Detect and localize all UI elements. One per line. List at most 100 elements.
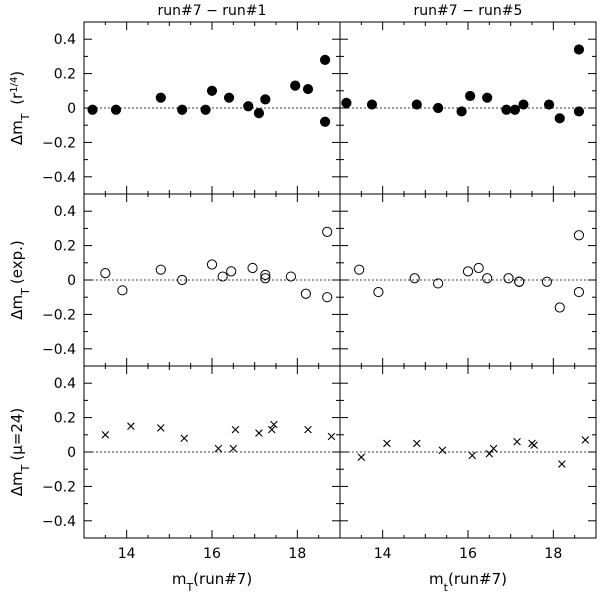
data-point-r1-c1-7 — [503, 273, 514, 284]
data-point-r2-c0-5 — [229, 444, 238, 453]
data-point-r0-c1-7 — [501, 104, 512, 115]
data-point-r2-c1-2 — [413, 439, 421, 448]
data-point-r0-c0-0 — [87, 104, 98, 115]
data-point-r0-c0-6 — [223, 92, 235, 103]
row-ylabel-3: ΔmT(μ=24) — [8, 408, 32, 497]
data-point-r2-c0-3 — [180, 434, 189, 443]
data-point-r1-c1-9 — [514, 276, 525, 287]
data-point-r1-c1-6 — [482, 273, 493, 284]
data-point-r1-c0-8 — [260, 273, 271, 284]
y-tick-label: −0.4 — [42, 514, 76, 530]
y-tick-label: 0 — [67, 445, 76, 461]
data-point-r1-c0-1 — [117, 285, 128, 296]
data-point-r2-c0-11 — [327, 432, 336, 441]
y-tick-label: −0.4 — [42, 342, 76, 358]
data-point-r1-c0-7 — [247, 262, 258, 274]
data-point-r0-c1-11 — [554, 113, 565, 124]
x-tick-label: 18 — [288, 546, 306, 562]
data-point-r2-c0-0 — [101, 431, 110, 439]
y-tick-label: 0.2 — [54, 411, 76, 427]
data-point-r0-c0-11 — [302, 83, 314, 95]
data-point-r2-c1-11 — [581, 436, 590, 444]
x-tick-label: 16 — [459, 546, 477, 562]
data-point-r0-c1-6 — [482, 92, 493, 103]
data-point-r0-c1-3 — [433, 102, 444, 114]
data-point-r0-c1-10 — [543, 99, 555, 110]
data-point-r2-c1-6 — [489, 444, 498, 453]
y-tick-label: 0.2 — [54, 67, 76, 83]
data-point-r2-c0-8 — [267, 425, 276, 434]
data-point-r0-c0-4 — [200, 104, 211, 115]
data-point-r1-c0-0 — [100, 268, 111, 279]
y-tick-label: −0.4 — [42, 170, 76, 186]
data-point-r1-c1-12 — [573, 230, 585, 241]
column-title-2: run#7 − run#5 — [414, 3, 523, 19]
y-tick-label: 0 — [67, 273, 76, 289]
x-tick-label: 14 — [374, 546, 392, 562]
data-point-r1-c1-4 — [462, 266, 474, 277]
data-point-r1-c1-10 — [541, 276, 553, 287]
data-point-r1-c1-11 — [554, 302, 565, 313]
data-point-r0-c0-9 — [260, 94, 271, 105]
data-point-r2-c0-4 — [214, 444, 223, 453]
data-point-r0-c1-12 — [573, 44, 585, 55]
data-point-r1-c1-0 — [354, 264, 365, 275]
data-point-r2-c1-5 — [485, 449, 494, 458]
data-point-r2-c1-10 — [558, 460, 566, 468]
data-point-r1-c1-5 — [473, 262, 484, 274]
data-point-r2-c0-1 — [127, 422, 135, 430]
y-tick-label: 0.4 — [54, 204, 76, 220]
row-ylabel-2: ΔmT(exp.) — [8, 240, 32, 319]
data-point-r0-c0-5 — [206, 85, 218, 96]
data-point-r1-c1-2 — [409, 273, 420, 284]
data-point-r0-c1-4 — [456, 106, 467, 117]
data-point-r1-c0-11 — [300, 288, 311, 299]
y-tick-label: −0.2 — [42, 307, 76, 323]
x-axis-label-1: mT(run#7) — [172, 570, 252, 594]
data-point-r2-c0-9 — [270, 420, 278, 429]
row-ylabel-1: ΔmT (r1/4) — [8, 71, 32, 145]
data-point-r0-c0-2 — [155, 92, 166, 103]
data-point-r1-c1-1 — [373, 286, 384, 298]
data-point-r1-c1-3 — [433, 278, 444, 289]
x-tick-label: 14 — [118, 546, 136, 562]
data-point-r0-c1-0 — [341, 97, 352, 108]
data-point-r1-c0-6 — [226, 266, 237, 277]
data-point-r0-c0-8 — [253, 108, 265, 119]
data-point-r0-c0-13 — [319, 116, 331, 127]
x-axis-label-2: mt(run#7) — [429, 570, 507, 594]
column-title-1: run#7 − run#1 — [158, 3, 267, 19]
data-point-r2-c1-1 — [383, 439, 391, 448]
data-point-r1-c1-13 — [573, 286, 585, 298]
y-tick-label: −0.2 — [42, 479, 76, 495]
data-point-r1-c0-2 — [155, 264, 166, 275]
y-tick-label: 0 — [67, 101, 76, 117]
data-point-r0-c0-12 — [319, 54, 331, 65]
data-point-r2-c1-7 — [513, 437, 521, 446]
x-tick-label: 16 — [203, 546, 221, 562]
data-point-r1-c0-10 — [285, 271, 297, 282]
data-point-r2-c1-3 — [438, 446, 447, 455]
data-point-r2-c1-0 — [357, 453, 366, 461]
data-point-r2-c0-2 — [157, 424, 165, 432]
data-point-r0-c0-3 — [177, 104, 188, 115]
y-tick-label: −0.2 — [42, 135, 76, 151]
data-point-r0-c0-7 — [243, 101, 254, 112]
data-point-r1-c0-9 — [260, 269, 271, 280]
x-tick-label: 18 — [544, 546, 562, 562]
data-point-r0-c0-1 — [110, 104, 122, 115]
data-point-r0-c1-9 — [518, 99, 529, 110]
y-tick-label: 0.4 — [54, 32, 76, 48]
data-point-r1-c0-13 — [322, 292, 333, 303]
y-tick-label: 0.2 — [54, 239, 76, 255]
data-point-r2-c0-10 — [304, 425, 312, 434]
data-point-r0-c1-1 — [366, 99, 378, 110]
data-point-r0-c1-2 — [411, 99, 422, 110]
y-tick-label: 0.4 — [54, 376, 76, 392]
data-point-r0-c1-13 — [573, 106, 585, 117]
data-point-r0-c0-10 — [290, 80, 301, 91]
data-point-r1-c0-4 — [206, 259, 218, 270]
data-point-r2-c0-6 — [231, 425, 240, 434]
